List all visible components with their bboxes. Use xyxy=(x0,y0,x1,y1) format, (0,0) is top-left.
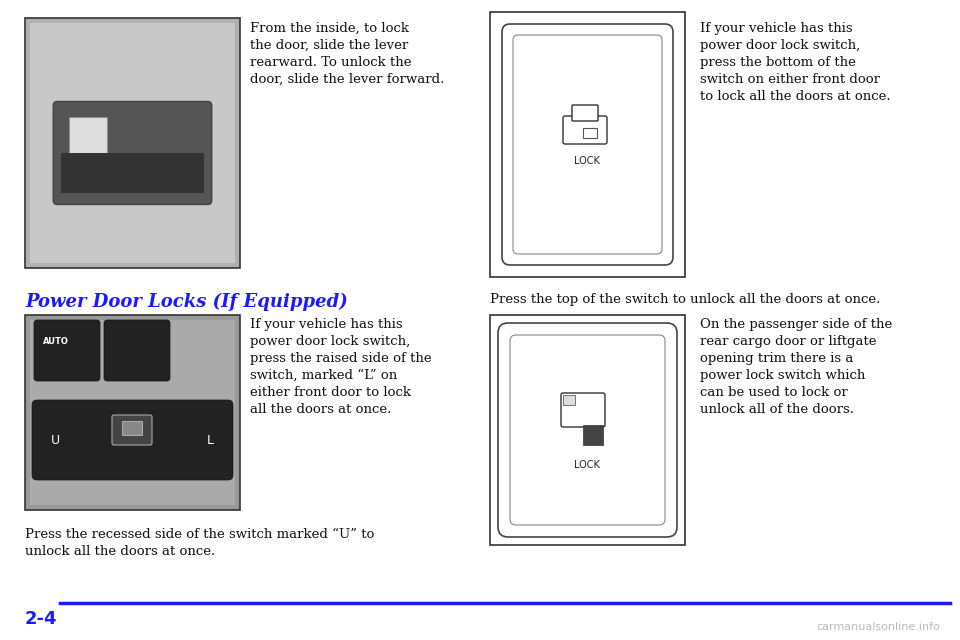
FancyBboxPatch shape xyxy=(112,415,152,445)
Bar xyxy=(69,117,107,153)
FancyBboxPatch shape xyxy=(53,102,212,205)
FancyBboxPatch shape xyxy=(34,320,100,381)
Text: can be used to lock or: can be used to lock or xyxy=(700,386,848,399)
Text: Power Door Locks (If Equipped): Power Door Locks (If Equipped) xyxy=(25,293,348,311)
Text: either front door to lock: either front door to lock xyxy=(250,386,411,399)
Text: From the inside, to lock: From the inside, to lock xyxy=(250,22,409,35)
Text: power door lock switch,: power door lock switch, xyxy=(250,335,410,348)
FancyBboxPatch shape xyxy=(104,320,170,381)
FancyBboxPatch shape xyxy=(510,335,665,525)
Text: rearward. To unlock the: rearward. To unlock the xyxy=(250,56,412,69)
FancyBboxPatch shape xyxy=(32,400,233,480)
Text: rear cargo door or liftgate: rear cargo door or liftgate xyxy=(700,335,876,348)
Bar xyxy=(122,421,142,435)
Bar xyxy=(25,315,240,510)
Text: to lock all the doors at once.: to lock all the doors at once. xyxy=(700,90,891,103)
Text: carmanualsonline.info: carmanualsonline.info xyxy=(816,622,940,632)
Text: power door lock switch,: power door lock switch, xyxy=(700,39,860,52)
FancyBboxPatch shape xyxy=(513,35,662,254)
Bar xyxy=(61,153,204,193)
Text: press the raised side of the: press the raised side of the xyxy=(250,352,432,365)
FancyBboxPatch shape xyxy=(572,105,598,121)
Text: 2-4: 2-4 xyxy=(25,610,58,628)
FancyBboxPatch shape xyxy=(563,116,607,144)
Bar xyxy=(30,23,235,263)
Text: Press the recessed side of the switch marked “U” to: Press the recessed side of the switch ma… xyxy=(25,528,374,541)
Text: power lock switch which: power lock switch which xyxy=(700,369,865,382)
Bar xyxy=(563,395,575,405)
FancyBboxPatch shape xyxy=(498,323,677,537)
Bar xyxy=(30,320,235,505)
Text: Press the top of the switch to unlock all the doors at once.: Press the top of the switch to unlock al… xyxy=(490,293,880,306)
Text: On the passenger side of the: On the passenger side of the xyxy=(700,318,892,331)
Text: U: U xyxy=(51,433,60,447)
Text: opening trim there is a: opening trim there is a xyxy=(700,352,853,365)
Bar xyxy=(583,128,597,138)
Text: the door, slide the lever: the door, slide the lever xyxy=(250,39,408,52)
Bar xyxy=(583,425,603,445)
Text: door, slide the lever forward.: door, slide the lever forward. xyxy=(250,73,444,86)
Text: L: L xyxy=(206,433,213,447)
Bar xyxy=(490,315,685,545)
Text: all the doors at once.: all the doors at once. xyxy=(250,403,392,416)
Text: unlock all of the doors.: unlock all of the doors. xyxy=(700,403,854,416)
Text: switch, marked “L” on: switch, marked “L” on xyxy=(250,369,397,382)
Text: press the bottom of the: press the bottom of the xyxy=(700,56,856,69)
Text: AUTO: AUTO xyxy=(43,337,69,346)
Text: If your vehicle has this: If your vehicle has this xyxy=(250,318,402,331)
Bar xyxy=(25,18,240,268)
Text: unlock all the doors at once.: unlock all the doors at once. xyxy=(25,545,215,558)
Text: LOCK: LOCK xyxy=(574,460,600,470)
Text: If your vehicle has this: If your vehicle has this xyxy=(700,22,852,35)
Bar xyxy=(490,12,685,277)
Text: switch on either front door: switch on either front door xyxy=(700,73,880,86)
FancyBboxPatch shape xyxy=(502,24,673,265)
FancyBboxPatch shape xyxy=(561,393,605,427)
Text: LOCK: LOCK xyxy=(574,156,600,166)
